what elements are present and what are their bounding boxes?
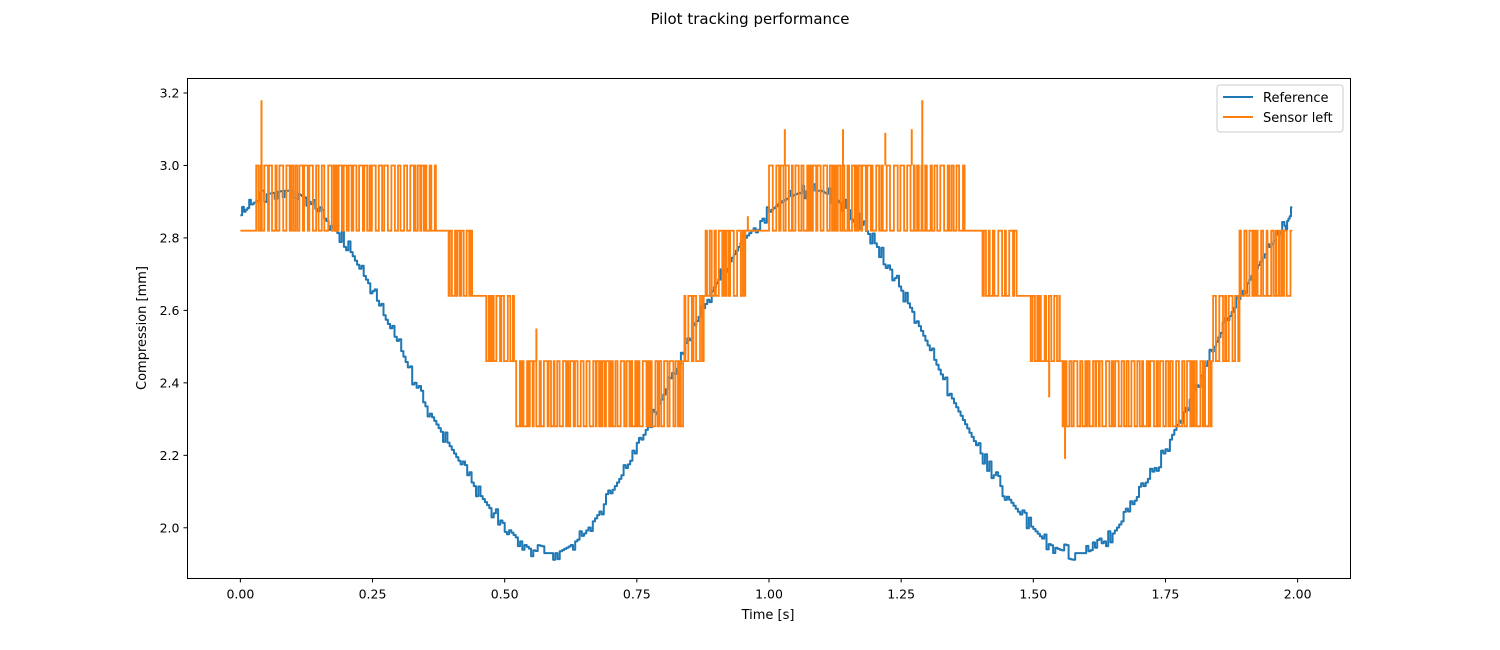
x-tick-label: 0.75 [623,587,651,602]
y-tick-label: 2.6 [160,303,180,318]
chart-title: Pilot tracking performance [650,10,849,28]
y-tick-label: 2.0 [160,520,180,535]
axes-frame [187,78,1351,579]
x-tick-label: 2.00 [1284,587,1312,602]
legend: Reference Sensor left [1216,84,1344,133]
y-tick-label: 2.8 [160,230,180,245]
x-tick-label: 0.00 [226,587,254,602]
x-tick-label: 0.25 [359,587,387,602]
series-sensor-left [240,100,1293,459]
x-axis-label: Time [s] [741,608,795,623]
x-tick-label: 1.00 [755,587,783,602]
y-axis: 2.0 2.2 2.4 2.6 2.8 3.0 3.2 [160,85,188,535]
x-tick-label: 1.50 [1019,587,1047,602]
x-tick-label: 1.75 [1152,587,1180,602]
y-tick-label: 3.2 [160,85,180,100]
legend-label-sensor-left: Sensor left [1263,111,1333,126]
y-tick-label: 2.4 [160,375,180,390]
y-tick-label: 2.2 [160,448,180,463]
sensor-left-line [240,164,1293,428]
x-tick-label: 1.25 [887,587,915,602]
y-tick-label: 3.0 [160,158,180,173]
legend-label-reference: Reference [1263,91,1328,106]
y-axis-label: Compression [mm] [135,266,150,390]
x-tick-label: 0.50 [491,587,519,602]
x-axis: 0.00 0.25 0.50 0.75 1.00 1.25 1.50 1.75 2.00 [226,578,1312,602]
plot-area [240,100,1293,561]
